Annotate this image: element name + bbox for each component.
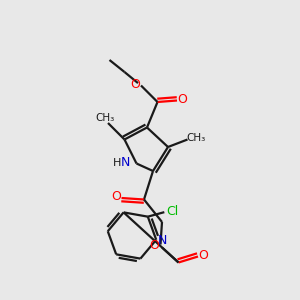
Text: O: O — [198, 249, 208, 262]
Text: CH₃: CH₃ — [186, 133, 206, 143]
Text: O: O — [131, 77, 140, 91]
Text: CH₃: CH₃ — [95, 112, 115, 123]
Text: O: O — [177, 93, 187, 106]
Text: O: O — [149, 238, 159, 252]
Text: N: N — [120, 156, 130, 170]
Text: H: H — [113, 158, 121, 168]
Text: N: N — [158, 234, 167, 247]
Text: O: O — [111, 190, 121, 203]
Text: Cl: Cl — [167, 205, 179, 218]
